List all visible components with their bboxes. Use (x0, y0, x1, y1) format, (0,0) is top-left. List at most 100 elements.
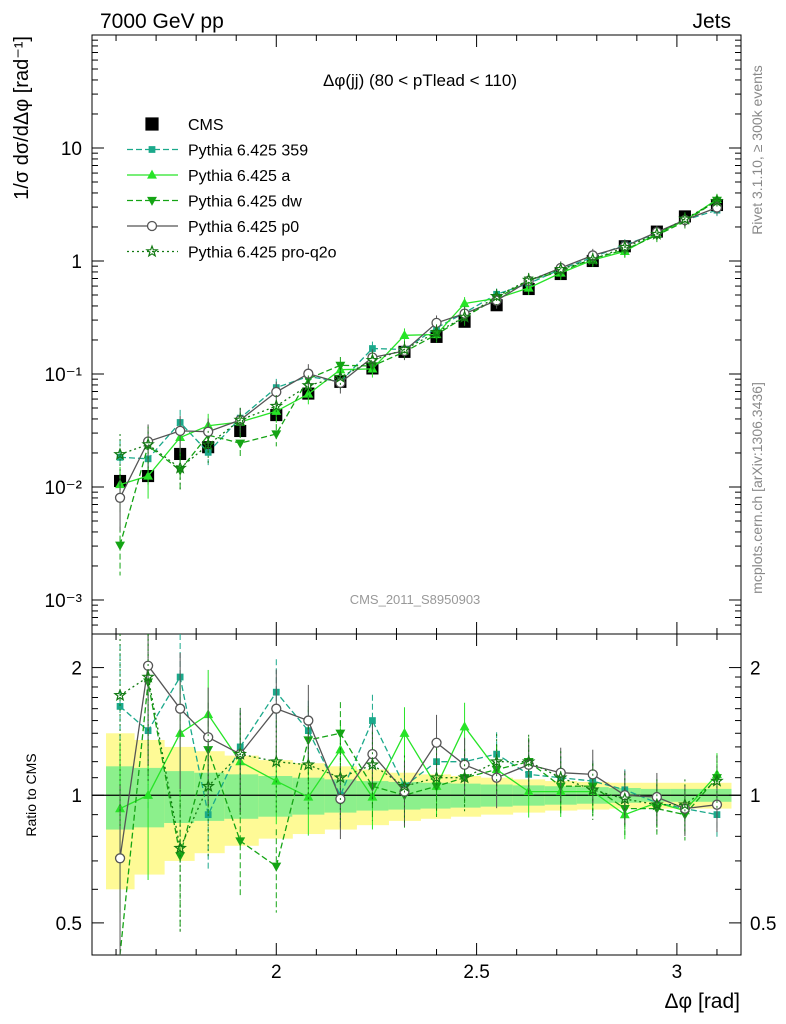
legend-marker (145, 244, 159, 258)
data-point (678, 211, 692, 225)
data-point (429, 325, 444, 339)
ratio-point (301, 757, 316, 771)
data-point (365, 353, 380, 367)
data-point (521, 272, 536, 286)
ratio-point (431, 782, 442, 792)
ratio-point (431, 737, 442, 748)
ratio-point (397, 779, 412, 793)
data-point (399, 329, 410, 339)
header-right: Jets (692, 10, 731, 33)
ratio-line (119, 713, 718, 816)
ratio-point (143, 789, 154, 799)
x-axis-label: Δφ [rad] (665, 990, 741, 1013)
legend-marker (147, 196, 157, 206)
ratio-point (174, 703, 186, 714)
data-point (397, 342, 412, 356)
ratio-point (233, 746, 248, 760)
ratio-point (710, 774, 724, 787)
data-point (553, 262, 568, 276)
data-point (369, 345, 376, 352)
series-line (119, 198, 718, 486)
ratio-tick-label: 0.5 (750, 914, 776, 935)
data-point (269, 398, 284, 412)
legend-marker (145, 117, 159, 131)
data-point (301, 378, 316, 392)
y-tick-label: 1 (71, 252, 82, 273)
ratio-point (457, 770, 472, 784)
ratio-point (712, 774, 722, 784)
ratio-point (429, 770, 444, 784)
legend-label: Pythia 6.425 p0 (188, 219, 299, 236)
ratio-axis-label: Ratio to CMS (23, 753, 39, 836)
ratio-point (553, 770, 568, 784)
data-point (457, 309, 472, 323)
y-tick-label: 10⁻¹ (45, 365, 83, 386)
ratio-point (303, 715, 314, 726)
x-tick-label: 2 (271, 962, 282, 983)
ratio-point (271, 775, 282, 785)
legend-label: Pythia 6.425 dw (188, 194, 302, 211)
y-tick-label: 10⁻² (45, 478, 83, 499)
data-point (143, 470, 154, 480)
ratio-point (399, 727, 410, 737)
ratio-point (271, 862, 282, 872)
ratio-point (459, 721, 470, 731)
data-point (489, 289, 504, 303)
data-point (201, 437, 215, 451)
header-left: 7000 GeV pp (100, 10, 224, 33)
ratio-point (678, 797, 692, 811)
ratio-point (365, 757, 380, 771)
ratio-point (203, 732, 214, 743)
ratio-tick-label: 0.5 (56, 914, 82, 935)
data-point (235, 439, 246, 449)
series-line (119, 206, 718, 499)
data-point (710, 194, 724, 208)
ratio-plot-series (113, 634, 724, 956)
data-point (271, 430, 282, 440)
data-point (303, 368, 314, 379)
ratio-point (201, 779, 215, 793)
ratio-point (333, 770, 348, 784)
data-point (233, 412, 248, 426)
ratio-line (119, 681, 718, 956)
data-point (173, 460, 187, 474)
legend-label: Pythia 6.425 359 (188, 143, 308, 160)
data-point (141, 437, 155, 451)
ratio-point (271, 703, 282, 714)
ratio-point (114, 853, 126, 864)
ratio-tick-label: 1 (750, 786, 761, 807)
data-point (113, 447, 127, 461)
data-point (585, 252, 600, 266)
series-line (119, 199, 718, 546)
data-point (271, 386, 282, 398)
ratio-point (141, 669, 155, 683)
watermark: CMS_2011_S8950903 (350, 592, 481, 607)
ratio-point (521, 754, 536, 768)
ratio-point (650, 797, 664, 811)
ratio-point (489, 754, 504, 768)
ratio-point (618, 791, 632, 805)
ratio-point (711, 799, 723, 810)
x-tick-label: 3 (672, 962, 683, 983)
y-axis-label: 1/σ dσ/dΔφ [rad⁻¹] (11, 36, 33, 200)
y-tick-label: 10 (61, 139, 82, 160)
ratio-point (116, 703, 124, 710)
ratio-frame (91, 633, 742, 956)
ratio-tick-label: 2 (71, 659, 82, 680)
ratio-tick-label: 1 (71, 786, 82, 807)
data-point (335, 361, 346, 371)
ratio-point (113, 688, 127, 702)
y-tick-label: 10⁻³ (45, 591, 83, 612)
ratio-point (585, 782, 600, 796)
legend-label: Pythia 6.425 pro-q2o (188, 245, 337, 262)
chart-title: Δφ(jj) (80 < pTlead < 110) (323, 71, 517, 90)
ratio-line (119, 664, 718, 859)
rivet-label: Rivet 3.1.10, ≥ 300k events (749, 65, 765, 235)
ratio-point (303, 791, 314, 801)
data-point (115, 541, 125, 551)
ratio-point (651, 791, 663, 803)
legend-marker (146, 220, 158, 232)
mcplots-label: mcplots.cern.ch [arXiv:1306.3436] (749, 382, 765, 594)
data-point (174, 425, 186, 437)
